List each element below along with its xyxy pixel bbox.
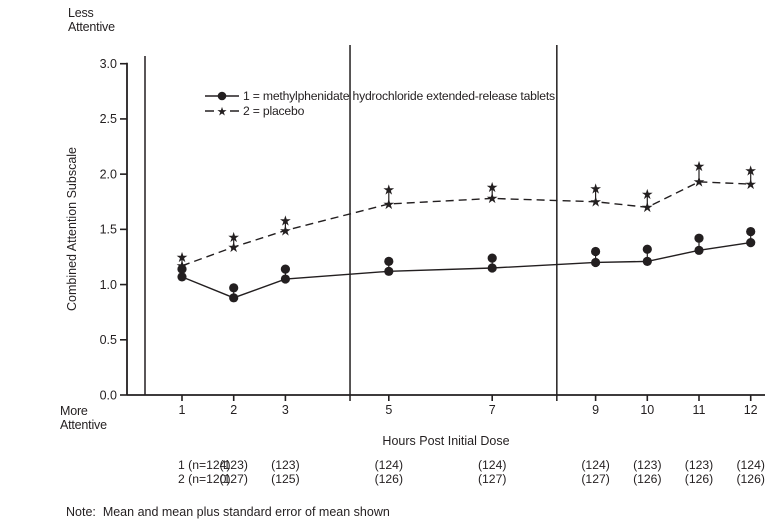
legend-dashed-line-star-icon: ★ <box>205 105 239 117</box>
n-count-cell-series-1: (123) <box>685 458 713 472</box>
n-count-cell-series-1: (123) <box>219 458 247 472</box>
data-point-circle <box>229 283 239 293</box>
x-tick-label: 5 <box>385 403 392 417</box>
data-point-circle <box>642 256 652 266</box>
n-count-cell-series-2: (127) <box>581 472 609 486</box>
n-count-cell-series-2: (126) <box>736 472 764 486</box>
data-point-star: ★ <box>693 174 706 190</box>
data-point-circle <box>280 274 290 284</box>
n-count-cell-series-2: (126) <box>685 472 713 486</box>
data-point-circle <box>694 245 704 255</box>
y-tick-label: 3.0 <box>100 57 117 71</box>
x-tick-label: 11 <box>693 403 706 417</box>
x-tick-label: 3 <box>282 403 289 417</box>
n-count-cell-series-2: (126) <box>375 472 403 486</box>
data-point-star: ★ <box>693 158 706 174</box>
y-axis-bottom-label-line1: More <box>60 404 88 418</box>
y-tick-label: 2.0 <box>100 167 117 181</box>
n-count-cell-series-2: (127) <box>219 472 247 486</box>
n-count-cell-series-1: (123) <box>633 458 661 472</box>
data-point-star: ★ <box>227 239 240 255</box>
legend-row-treatment: 1 = methylphenidate hydrochloride extend… <box>204 88 555 103</box>
n-count-cell-series-1: (124) <box>581 458 609 472</box>
x-tick-label: 9 <box>592 403 599 417</box>
data-point-circle <box>746 226 756 237</box>
data-point-star: ★ <box>227 229 240 245</box>
data-point-star: ★ <box>589 194 602 210</box>
x-tick-label: 2 <box>230 403 237 417</box>
data-point-circle <box>694 233 704 243</box>
y-tick-label: 0.5 <box>100 333 117 347</box>
n-count-cell-series-2: (127) <box>478 472 506 486</box>
data-point-star: ★ <box>279 212 292 228</box>
legend-label-treatment: 1 = methylphenidate hydrochloride extend… <box>243 88 555 103</box>
y-tick-label: 1.0 <box>100 278 117 292</box>
series-line-1 <box>181 241 751 299</box>
data-point-circle <box>229 293 239 303</box>
y-axis-top-label: Less Attentive <box>68 6 115 34</box>
y-axis-top-label-line2: Attentive <box>68 20 115 34</box>
x-tick-label: 1 <box>179 403 186 417</box>
y-axis-title: Combined Attention Subscale <box>65 147 79 311</box>
data-point-circle <box>487 263 497 273</box>
x-tick-label: 12 <box>744 403 758 417</box>
data-point-star: ★ <box>383 196 396 212</box>
data-point-star: ★ <box>744 176 757 192</box>
y-tick-label: 1.5 <box>100 223 117 237</box>
series-line-2 <box>181 181 751 267</box>
x-tick-label: 10 <box>640 403 654 417</box>
data-point-star: ★ <box>279 222 292 238</box>
data-point-circle <box>177 272 187 282</box>
y-axis-bottom-label-line2: Attentive <box>60 418 107 432</box>
legend-row-placebo: ★ 2 = placebo <box>204 103 555 118</box>
n-count-cell-series-1: (124) <box>736 458 764 472</box>
n-count-cell-series-1: (123) <box>271 458 299 472</box>
legend-label-placebo: 2 = placebo <box>243 103 305 118</box>
data-point-star: ★ <box>744 163 757 179</box>
data-point-circle <box>280 264 290 274</box>
n-count-cell-series-2: 2 (n=120) <box>178 472 231 486</box>
y-tick-label: 2.5 <box>100 112 117 126</box>
data-point-star: ★ <box>641 186 654 202</box>
data-point-circle <box>642 244 652 254</box>
data-point-circle <box>591 257 601 268</box>
y-axis-top-label-line1: Less <box>68 6 94 20</box>
data-point-star: ★ <box>486 190 499 206</box>
y-axis-bottom-label: More Attentive <box>60 404 107 432</box>
data-point-circle <box>384 256 394 266</box>
x-axis-title: Hours Post Initial Dose <box>382 434 510 448</box>
data-point-star: ★ <box>486 179 499 195</box>
n-count-cell-series-1: 1 (n=124) <box>178 458 231 472</box>
data-point-star: ★ <box>589 180 602 196</box>
figure-note: Note: Mean and mean plus standard error … <box>66 505 390 519</box>
data-point-star: ★ <box>176 258 189 274</box>
n-count-cell-series-1: (124) <box>375 458 403 472</box>
n-count-cell-series-2: (126) <box>633 472 661 486</box>
data-point-circle <box>177 264 187 274</box>
x-tick-label: 7 <box>489 403 496 417</box>
data-point-circle <box>591 246 601 257</box>
data-point-star: ★ <box>176 249 189 265</box>
data-point-circle <box>384 266 394 276</box>
n-count-cell-series-1: (124) <box>478 458 506 472</box>
y-tick-label: 0.0 <box>100 388 117 402</box>
legend-solid-line-circle-icon <box>205 91 239 100</box>
svg-text:★: ★ <box>217 105 228 117</box>
data-point-star: ★ <box>383 181 396 197</box>
data-point-circle <box>746 238 756 248</box>
n-count-cell-series-2: (125) <box>271 472 299 486</box>
data-point-circle <box>487 253 497 263</box>
data-point-star: ★ <box>641 199 654 215</box>
legend: 1 = methylphenidate hydrochloride extend… <box>204 88 555 118</box>
